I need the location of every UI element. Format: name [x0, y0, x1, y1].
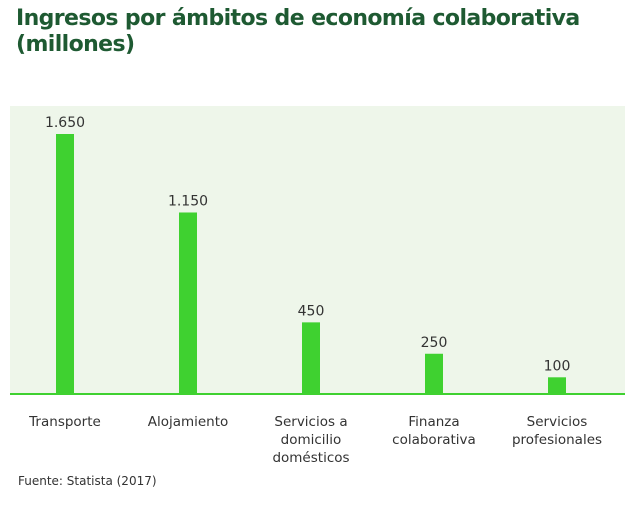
- value-label-0: 1.650: [45, 115, 85, 131]
- value-label-2: 450: [298, 303, 325, 319]
- chart-title-line-1: Ingresos por ámbitos de economía colabor…: [16, 6, 580, 31]
- bar-4: [548, 377, 566, 393]
- bar-0: [56, 134, 74, 393]
- chart-title: Ingresos por ámbitos de economía colabor…: [16, 6, 628, 58]
- category-label-2: Servicios a domicilio domésticos: [272, 414, 349, 466]
- category-label-1: Alojamiento: [148, 414, 229, 430]
- value-label-1: 1.150: [168, 193, 208, 209]
- category-label-0: Transporte: [28, 414, 101, 430]
- bar-3: [425, 353, 443, 393]
- category-label-3: Finanza colaborativa: [392, 414, 476, 448]
- source-note: Fuente: Statista (2017): [18, 474, 157, 488]
- bar-2: [302, 322, 320, 393]
- category-label-4: Servicios profesionales: [512, 414, 602, 448]
- chart-title-line-2: (millones): [16, 32, 135, 57]
- value-label-4: 100: [544, 358, 571, 374]
- value-label-3: 250: [421, 335, 448, 351]
- bar-1: [179, 212, 197, 393]
